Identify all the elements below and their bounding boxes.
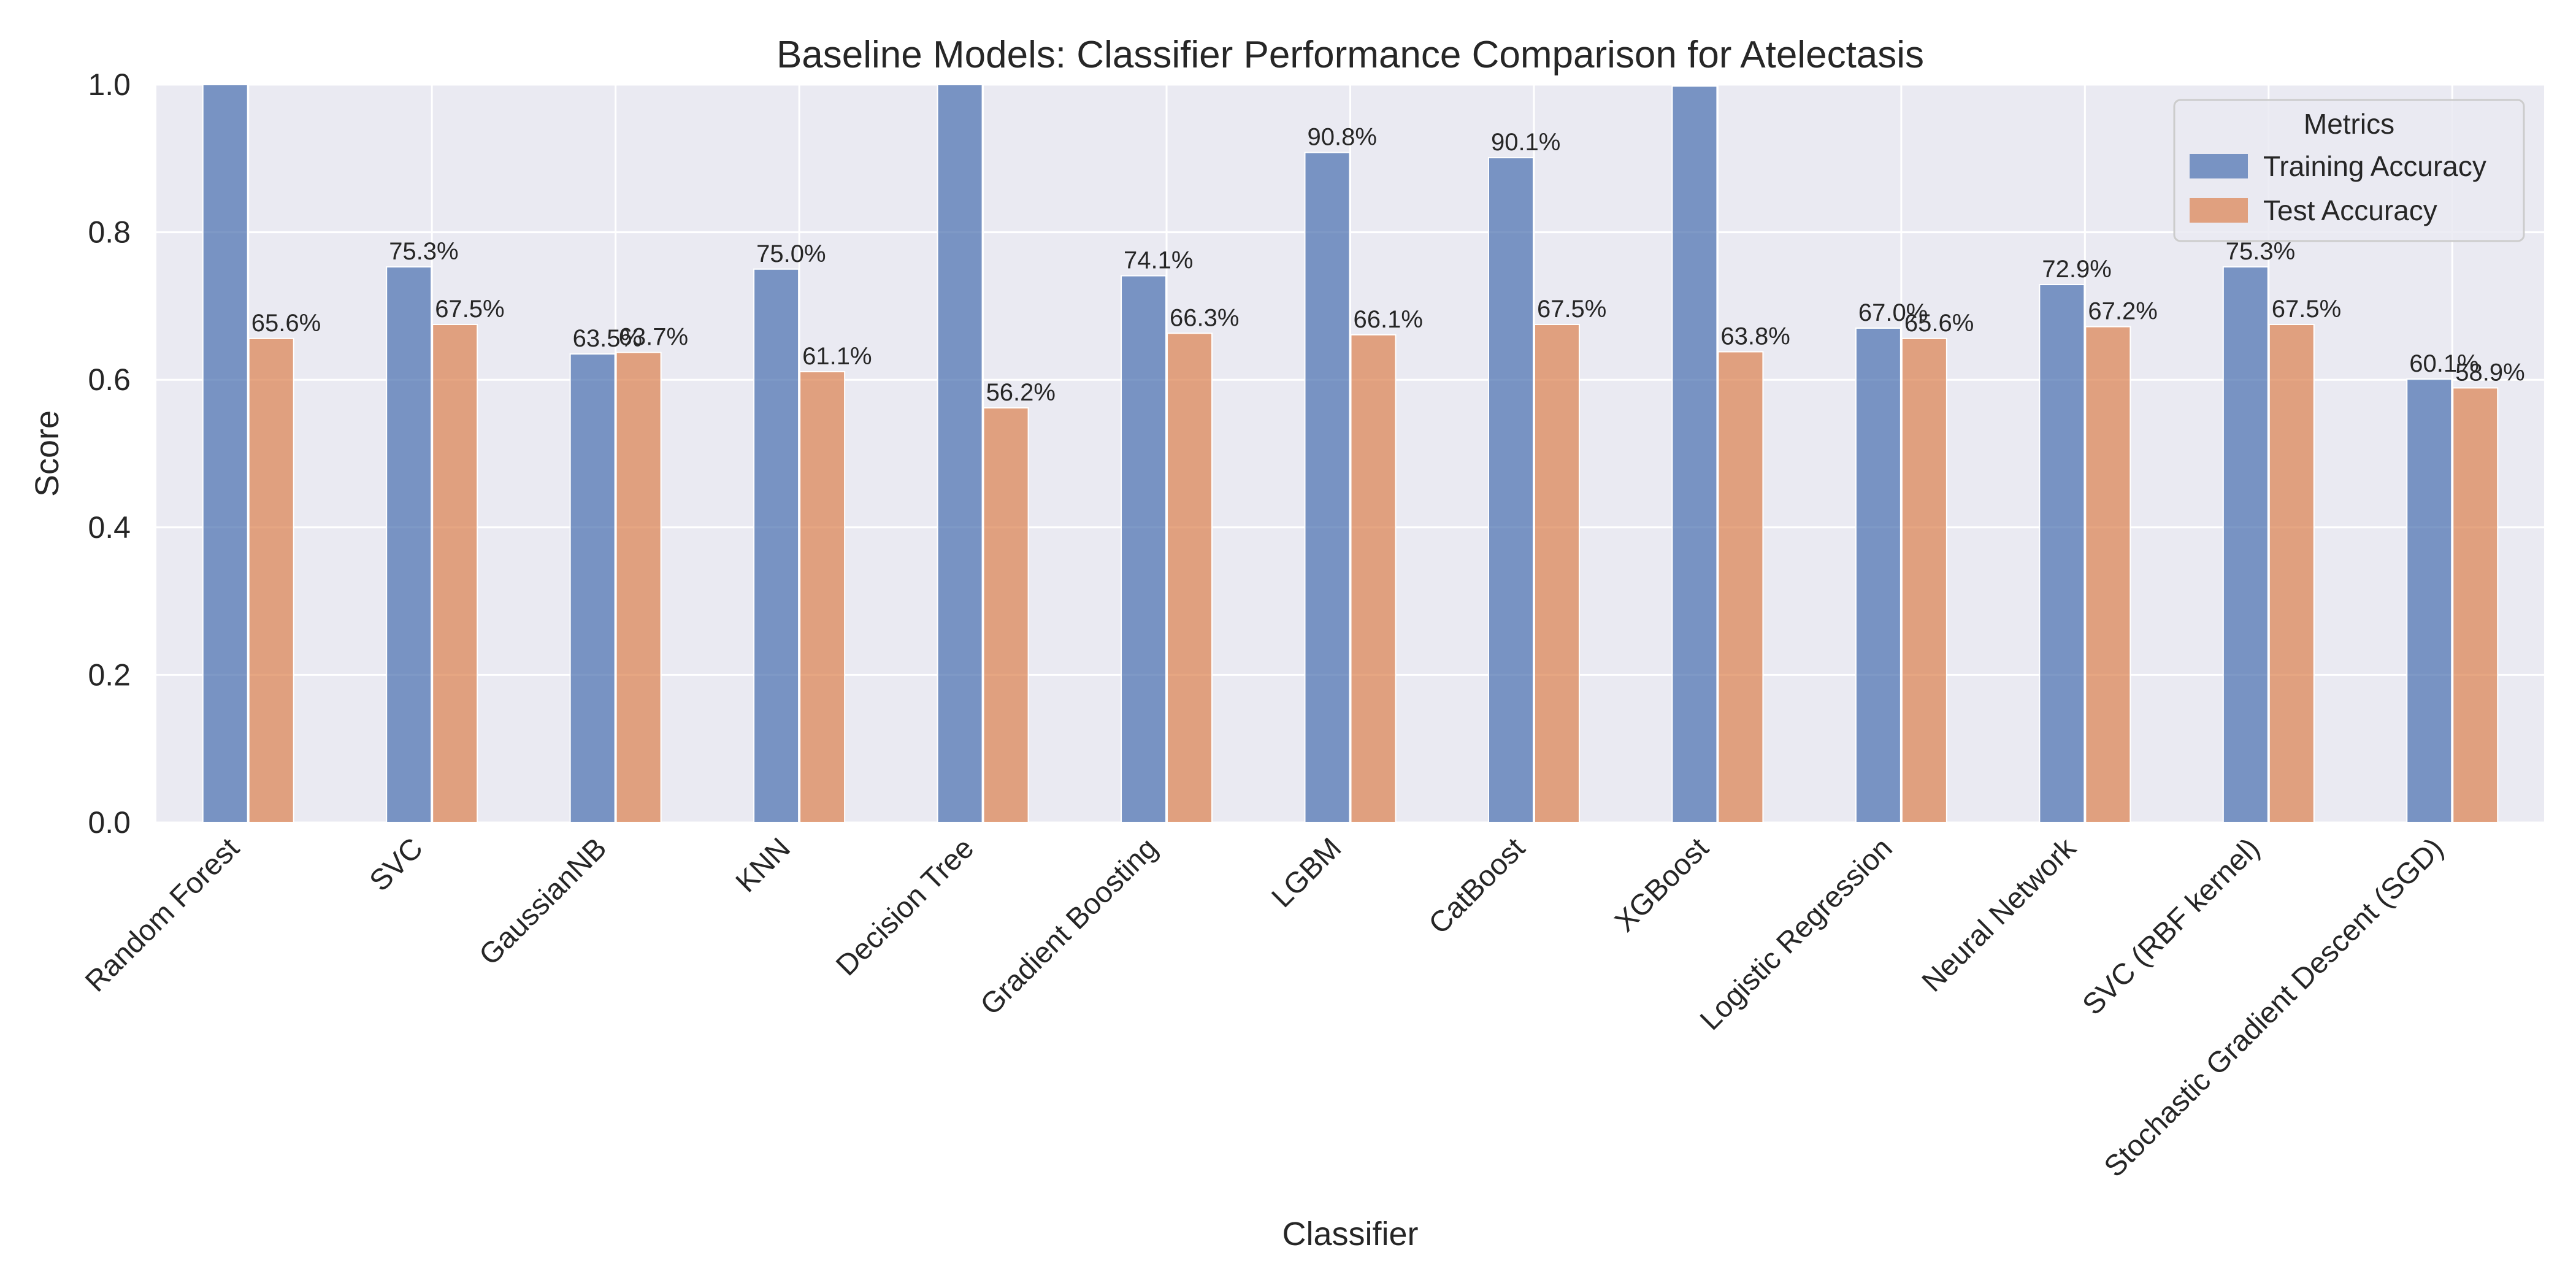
- bar-training-1: [386, 266, 432, 823]
- bar-test-12: [2452, 387, 2499, 823]
- x-tick-label: SVC: [364, 832, 429, 897]
- x-axis-ticks: Random Forest SVC GaussianNB KNN Decision Tr…: [79, 832, 2450, 1184]
- data-label-training-11: 75.3%: [2226, 238, 2295, 265]
- data-label-training-7: 90.1%: [1491, 129, 1560, 156]
- data-label-test-10: 67.2%: [2088, 298, 2157, 325]
- bar-test-4: [983, 407, 1029, 823]
- bar-training-2: [569, 353, 616, 823]
- bar-test-1: [432, 323, 478, 823]
- y-axis-title: Score: [29, 410, 66, 497]
- x-tick-label: GaussianNB: [473, 832, 613, 972]
- data-label-test-12: 58.9%: [2455, 359, 2524, 386]
- bar-test-2: [615, 351, 662, 823]
- bar-training-6: [1304, 151, 1351, 823]
- x-tick-label: Neural Network: [1916, 832, 2083, 999]
- legend-label-training: Training Accuracy: [2263, 150, 2486, 182]
- bar-test-0: [248, 337, 294, 823]
- bar-training-10: [2039, 284, 2085, 823]
- legend: Metrics Training Accuracy Test Accuracy: [2173, 99, 2525, 242]
- y-tick-label: 0.4: [88, 510, 131, 545]
- data-label-test-9: 65.6%: [1904, 310, 1974, 337]
- bar-test-11: [2268, 323, 2315, 823]
- bar-training-9: [1855, 327, 1901, 823]
- data-label-test-3: 61.1%: [802, 343, 872, 370]
- legend-box: [2173, 99, 2525, 242]
- bar-training-4: [937, 84, 983, 823]
- x-tick-label: SVC (RBF kernel): [2077, 832, 2266, 1021]
- data-label-training-12: 60.1%: [2409, 350, 2478, 377]
- legend-title: Metrics: [2304, 108, 2394, 140]
- x-axis-title: Classifier: [1282, 1216, 1418, 1252]
- data-label-training-6: 90.8%: [1308, 124, 1377, 151]
- bar-training-3: [753, 268, 800, 823]
- data-label-test-4: 56.2%: [986, 379, 1056, 406]
- y-tick-label: 0.2: [88, 657, 131, 692]
- data-label-test-2: 63.7%: [619, 324, 688, 351]
- data-label-test-6: 66.1%: [1354, 306, 1423, 333]
- bar-test-3: [799, 370, 846, 823]
- data-label-test-8: 63.8%: [1720, 323, 1790, 350]
- legend-label-test: Test Accuracy: [2263, 194, 2437, 226]
- data-label-training-3: 75.0%: [756, 240, 826, 267]
- data-label-training-9: 67.0%: [1858, 299, 1928, 326]
- bar-test-6: [1350, 334, 1397, 823]
- data-label-training-1: 75.3%: [389, 238, 458, 265]
- x-tick-label: CatBoost: [1423, 832, 1531, 940]
- data-label-training-2: 63.5%: [573, 325, 642, 352]
- y-axis-ticks: 0.0 0.2 0.4 0.6 0.8 1.0: [88, 67, 131, 840]
- x-tick-label: KNN: [730, 832, 797, 899]
- bar-training-11: [2222, 266, 2269, 823]
- bar-training-0: [202, 84, 248, 823]
- data-label-test-11: 67.5%: [2272, 296, 2341, 323]
- bar-training-8: [1671, 85, 1718, 823]
- y-tick-label: 0.6: [88, 362, 131, 397]
- x-tick-label: Stochastic Gradient Descent (SGD): [2098, 832, 2450, 1183]
- bar-training-12: [2406, 378, 2453, 823]
- data-label-test-1: 67.5%: [435, 296, 504, 323]
- bar-test-10: [2085, 326, 2131, 823]
- bars: [202, 84, 2499, 823]
- legend-swatch-training: [2190, 154, 2248, 178]
- data-labels: 75.3% 63.5% 75.0% 74.1% 90.8% 90.1% 67.0% 72.9%…: [251, 124, 2525, 406]
- bar-test-8: [1717, 351, 1764, 823]
- legend-swatch-test: [2190, 198, 2248, 223]
- data-label-test-5: 66.3%: [1170, 304, 1239, 331]
- x-tick-label: Gradient Boosting: [975, 832, 1164, 1021]
- x-tick-label: Decision Tree: [830, 832, 980, 982]
- bar-test-9: [1901, 337, 1947, 823]
- bar-test-7: [1533, 323, 1580, 823]
- y-tick-label: 1.0: [88, 67, 131, 102]
- y-tick-label: 0.8: [88, 215, 131, 250]
- data-label-training-5: 74.1%: [1124, 247, 1193, 274]
- bar-test-5: [1167, 332, 1213, 823]
- chart-title: Baseline Models: Classifier Performance …: [776, 34, 1924, 76]
- data-label-training-10: 72.9%: [2042, 256, 2111, 283]
- x-tick-label: XGBoost: [1609, 832, 1715, 938]
- x-tick-label: Random Forest: [79, 832, 245, 998]
- x-tick-label: LGBM: [1266, 832, 1348, 914]
- bar-training-5: [1121, 275, 1167, 823]
- legend-items: Training Accuracy Test Accuracy: [2190, 150, 2486, 226]
- bar-training-7: [1487, 157, 1534, 823]
- y-tick-label: 0.0: [88, 805, 131, 840]
- x-tick-label: Logistic Regression: [1694, 832, 1899, 1037]
- data-label-test-0: 65.6%: [251, 310, 321, 337]
- data-label-test-7: 67.5%: [1537, 296, 1606, 323]
